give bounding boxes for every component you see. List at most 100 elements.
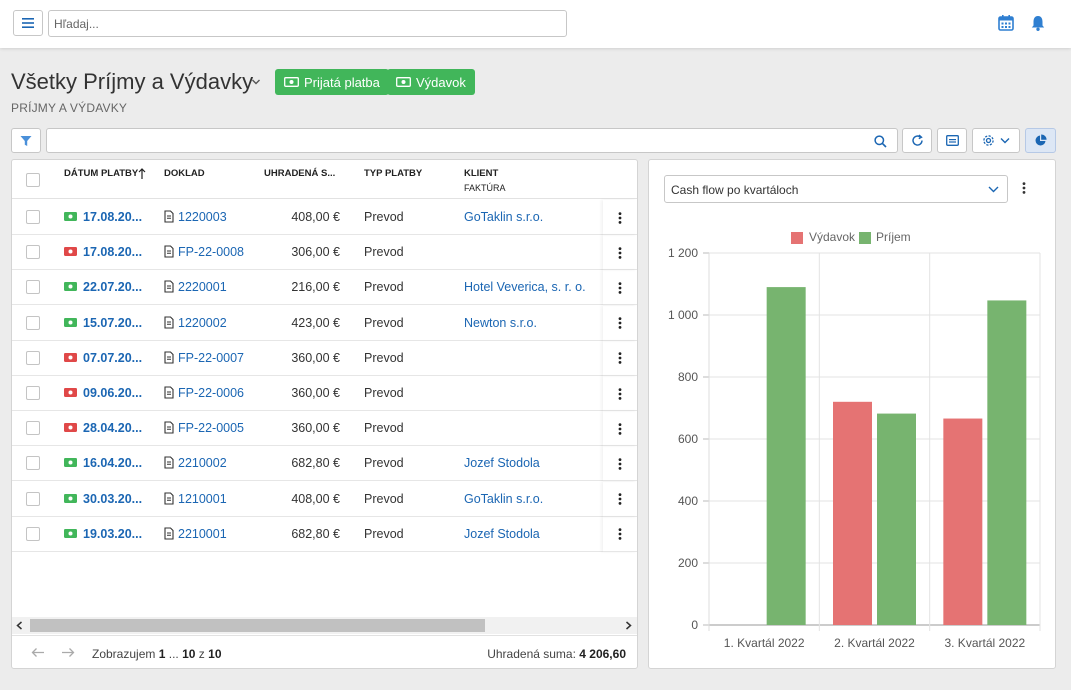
y-tick-label: 600 bbox=[678, 432, 698, 446]
column-doc[interactable]: DOKLAD bbox=[164, 168, 205, 179]
search-input[interactable] bbox=[48, 10, 567, 37]
table-row[interactable]: 28.04.20... FP-22-0005 360,00 € Prevod bbox=[12, 411, 637, 447]
row-actions-button[interactable] bbox=[603, 376, 637, 411]
table-row[interactable]: 22.07.20... 2220001 216,00 € Prevod Hotel Ve… bbox=[12, 270, 637, 306]
row-document-link[interactable]: 1220003 bbox=[178, 210, 227, 224]
page-title[interactable]: Všetky Príjmy a Výdavky bbox=[11, 69, 254, 94]
row-actions-button[interactable] bbox=[603, 306, 637, 341]
column-invoice[interactable]: FAKTÚRA bbox=[464, 183, 506, 193]
row-document-link[interactable]: 2210002 bbox=[178, 456, 227, 471]
row-document-link[interactable]: FP-22-0007 bbox=[178, 350, 245, 365]
bar-income[interactable] bbox=[877, 413, 916, 625]
row-date[interactable]: 07.07.20... bbox=[83, 350, 143, 365]
row-checkbox[interactable] bbox=[26, 315, 40, 330]
menu-button[interactable] bbox=[13, 10, 43, 36]
horizontal-scrollbar[interactable] bbox=[12, 617, 637, 634]
row-client-link[interactable]: Hotel Veverica, s. r. o. bbox=[464, 280, 586, 295]
table-row[interactable]: 30.03.20... 1210001 408,00 € Prevod GoTaklin… bbox=[12, 482, 637, 517]
row-document-link[interactable]: 1220002 bbox=[178, 315, 227, 330]
row-checkbox[interactable] bbox=[26, 386, 40, 400]
row-date[interactable]: 17.08.20... bbox=[83, 210, 143, 224]
payments-table: DÁTUM PLATBY DOKLAD UHRADENÁ S... TYP PL… bbox=[11, 159, 638, 669]
previous-page-icon[interactable] bbox=[31, 647, 45, 658]
row-date[interactable]: 30.03.20... bbox=[83, 491, 143, 506]
chart-type-select[interactable]: Cash flow po kvartáloch bbox=[664, 175, 1008, 203]
table-row[interactable]: 17.08.20... FP-22-0008 306,00 € Prevod bbox=[12, 235, 637, 271]
scroll-left-icon[interactable] bbox=[16, 621, 23, 630]
row-checkbox[interactable] bbox=[26, 421, 40, 436]
more-vertical-icon bbox=[618, 317, 622, 329]
expense-button[interactable]: Výdavok bbox=[387, 69, 475, 95]
bar-expense[interactable] bbox=[943, 418, 983, 625]
bell-icon[interactable] bbox=[1029, 14, 1047, 32]
y-tick-label: 400 bbox=[678, 494, 698, 508]
row-document-link[interactable]: 2220001 bbox=[178, 280, 227, 295]
row-client-link[interactable]: GoTaklin s.r.o. bbox=[464, 491, 544, 506]
row-checkbox[interactable] bbox=[26, 526, 40, 541]
row-checkbox[interactable] bbox=[26, 245, 40, 260]
settings-dropdown-button[interactable] bbox=[972, 128, 1020, 153]
row-checkbox[interactable] bbox=[26, 210, 40, 224]
row-actions-button[interactable] bbox=[603, 235, 637, 270]
table-row[interactable]: 19.03.20... 2210001 682,80 € Prevod Jozef St… bbox=[12, 517, 637, 552]
row-checkbox[interactable] bbox=[26, 491, 40, 506]
column-payment-type[interactable]: TYP PLATBY bbox=[364, 168, 423, 179]
list-view-button[interactable] bbox=[937, 128, 967, 153]
row-actions-button[interactable] bbox=[603, 517, 637, 552]
column-client[interactable]: KLIENT bbox=[464, 168, 499, 179]
row-date[interactable]: 16.04.20... bbox=[83, 456, 143, 471]
refresh-button[interactable] bbox=[902, 128, 932, 153]
row-checkbox[interactable] bbox=[26, 456, 40, 471]
chart-view-button[interactable] bbox=[1025, 128, 1056, 153]
row-document-link[interactable]: 2210001 bbox=[178, 526, 227, 541]
column-paid-sum[interactable]: UHRADENÁ S... bbox=[264, 168, 336, 179]
row-date[interactable]: 15.07.20... bbox=[83, 315, 143, 330]
row-document-link[interactable]: FP-22-0006 bbox=[178, 386, 245, 400]
row-date[interactable]: 28.04.20... bbox=[83, 421, 143, 436]
row-checkbox[interactable] bbox=[26, 350, 40, 365]
table-row[interactable]: 09.06.20... FP-22-0006 360,00 € Prevod bbox=[12, 376, 637, 411]
row-document-link[interactable]: FP-22-0008 bbox=[178, 245, 245, 260]
legend-label-income[interactable]: Príjem bbox=[876, 230, 911, 244]
table-row[interactable]: 07.07.20... FP-22-0007 360,00 € Prevod bbox=[12, 341, 637, 376]
scroll-right-icon[interactable] bbox=[625, 621, 632, 630]
row-actions-button[interactable] bbox=[603, 446, 637, 481]
row-actions-button[interactable] bbox=[603, 411, 637, 446]
row-client-link[interactable]: Jozef Stodola bbox=[464, 456, 540, 471]
select-all-checkbox[interactable] bbox=[26, 173, 40, 187]
row-actions-button[interactable] bbox=[603, 200, 637, 235]
table-row[interactable]: 15.07.20... 1220002 423,00 € Prevod Newton s… bbox=[12, 306, 637, 341]
row-client-link[interactable]: Jozef Stodola bbox=[464, 526, 540, 541]
more-vertical-icon[interactable] bbox=[1022, 182, 1026, 194]
search-icon[interactable] bbox=[874, 135, 887, 148]
table-row[interactable]: 17.08.20... 1220003 408,00 € Prevod GoTaklin… bbox=[12, 200, 637, 235]
scrollbar-thumb[interactable] bbox=[30, 619, 485, 632]
legend-label-expense[interactable]: Výdavok bbox=[809, 230, 856, 244]
chevron-down-icon[interactable] bbox=[251, 78, 261, 86]
next-page-icon[interactable] bbox=[61, 647, 75, 658]
row-date[interactable]: 22.07.20... bbox=[83, 280, 143, 295]
row-amount: 216,00 € bbox=[291, 280, 340, 295]
row-document-link[interactable]: 1210001 bbox=[178, 491, 227, 506]
row-actions-button[interactable] bbox=[603, 341, 637, 376]
filter-search-field[interactable] bbox=[46, 128, 898, 153]
row-date[interactable]: 09.06.20... bbox=[83, 386, 143, 400]
row-date[interactable]: 19.03.20... bbox=[83, 526, 143, 541]
column-date[interactable]: DÁTUM PLATBY bbox=[64, 168, 146, 179]
x-tick-label: 3. Kvartál 2022 bbox=[944, 636, 1025, 650]
row-actions-button[interactable] bbox=[603, 482, 637, 517]
row-client-link[interactable]: Newton s.r.o. bbox=[464, 315, 537, 330]
income-money-icon bbox=[64, 212, 77, 221]
filter-button[interactable] bbox=[11, 128, 41, 153]
row-client-link[interactable]: GoTaklin s.r.o. bbox=[464, 210, 544, 224]
row-checkbox[interactable] bbox=[26, 280, 40, 295]
row-actions-button[interactable] bbox=[603, 270, 637, 305]
row-date[interactable]: 17.08.20... bbox=[83, 245, 143, 260]
calendar-icon[interactable] bbox=[997, 14, 1015, 32]
bar-income[interactable] bbox=[766, 287, 806, 625]
row-document-link[interactable]: FP-22-0005 bbox=[178, 421, 245, 436]
bar-expense[interactable] bbox=[833, 401, 872, 625]
bar-income[interactable] bbox=[987, 300, 1027, 625]
received-payment-button[interactable]: Prijatá platba bbox=[275, 69, 389, 95]
table-row[interactable]: 16.04.20... 2210002 682,80 € Prevod Jozef St… bbox=[12, 446, 637, 482]
